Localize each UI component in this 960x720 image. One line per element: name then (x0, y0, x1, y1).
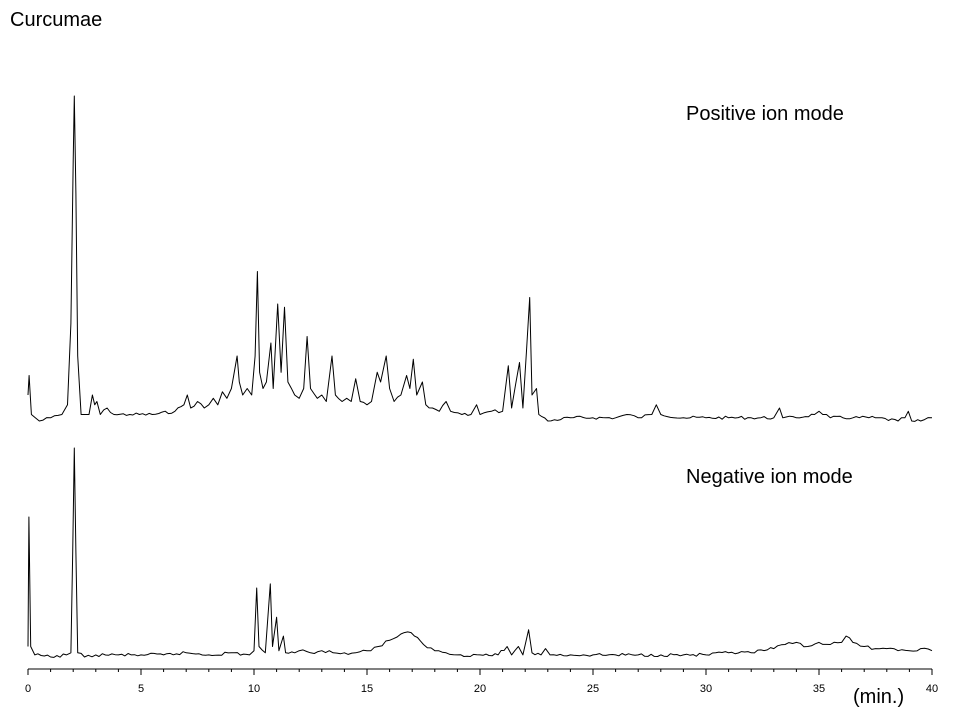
x-tick-label: 5 (138, 683, 144, 695)
x-tick-label: 10 (248, 683, 260, 695)
negative-ion-trace (27, 447, 933, 658)
series-layer (27, 95, 933, 658)
x-tick-label: 15 (361, 683, 373, 695)
positive-ion-trace (27, 95, 933, 422)
x-tick-label: 20 (474, 683, 486, 695)
chart-title: Curcumae (10, 9, 103, 31)
x-axis: 0 5 10 15 20 25 30 35 40 (25, 668, 938, 695)
x-tick-label: 25 (587, 683, 599, 695)
x-axis-unit-label: (min.) (853, 686, 905, 708)
x-tick-label: 30 (700, 683, 712, 695)
x-tick-label: 35 (813, 683, 825, 695)
series-label-negative: Negative ion mode (686, 466, 853, 488)
x-tick-label: 40 (926, 683, 938, 695)
x-tick-label: 0 (25, 683, 31, 695)
series-label-positive: Positive ion mode (686, 103, 844, 125)
